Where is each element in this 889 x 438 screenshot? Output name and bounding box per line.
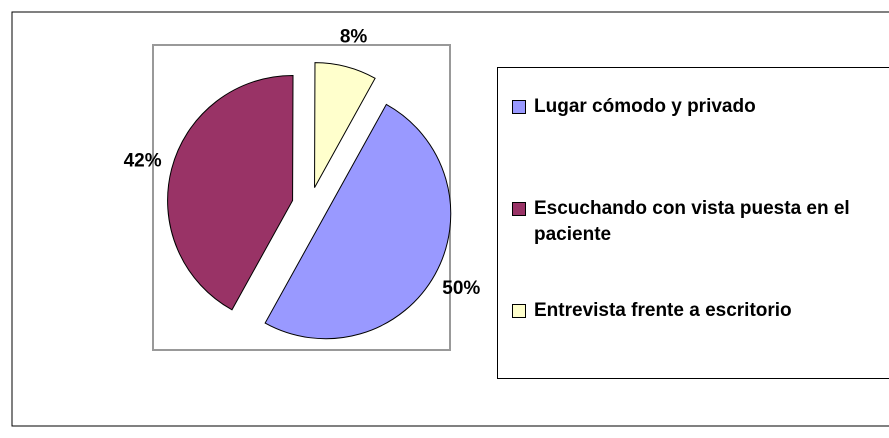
data-label: 50% — [442, 278, 480, 299]
legend-item: Lugar cómodo y privado — [512, 94, 889, 120]
legend-swatch — [512, 304, 526, 318]
legend-label: Lugar cómodo y privado — [534, 96, 756, 117]
legend-swatch — [512, 202, 526, 216]
legend-item: Escuchando con vista puesta en el pacien… — [512, 196, 889, 248]
legend-label: Entrevista frente a escritorio — [534, 300, 792, 321]
data-label: 8% — [340, 27, 368, 48]
pie-slice — [314, 62, 376, 188]
legend-item: Entrevista frente a escritorio — [512, 298, 889, 324]
legend: Lugar cómodo y privado Escuchando con vis… — [497, 67, 889, 379]
pie-slice — [264, 103, 452, 340]
data-label: 42% — [124, 150, 162, 171]
legend-swatch — [512, 100, 526, 114]
legend-label: Escuchando con vista puesta en el pacien… — [534, 198, 850, 245]
pie-slice — [167, 74, 294, 311]
